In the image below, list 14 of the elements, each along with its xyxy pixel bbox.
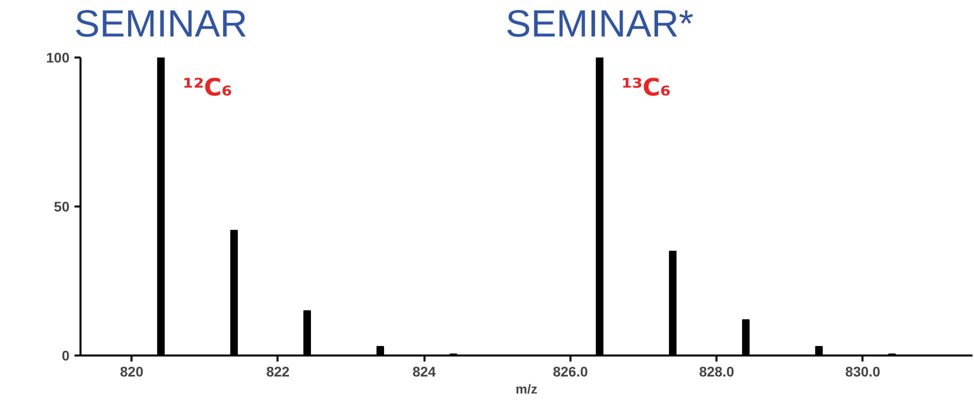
y-tick-label: 100	[46, 50, 70, 66]
x-tick-label: 822	[266, 364, 290, 380]
series-label: SEMINAR	[74, 4, 248, 46]
x-axis-title: m/z	[516, 382, 538, 396]
x-tick-label: 830.0	[845, 364, 881, 380]
x-tick-label: 820	[120, 364, 144, 380]
y-tick-label: 50	[54, 198, 70, 214]
x-tick-label: 826.0	[552, 364, 588, 380]
x-tick-label: 824	[412, 364, 436, 380]
annotation: ¹²C₆	[182, 74, 232, 102]
x-tick-label: 828.0	[699, 364, 734, 380]
series-label: SEMINAR*	[506, 4, 694, 46]
y-tick-label: 0	[62, 348, 70, 364]
annotation: ¹³C₆	[622, 74, 671, 102]
